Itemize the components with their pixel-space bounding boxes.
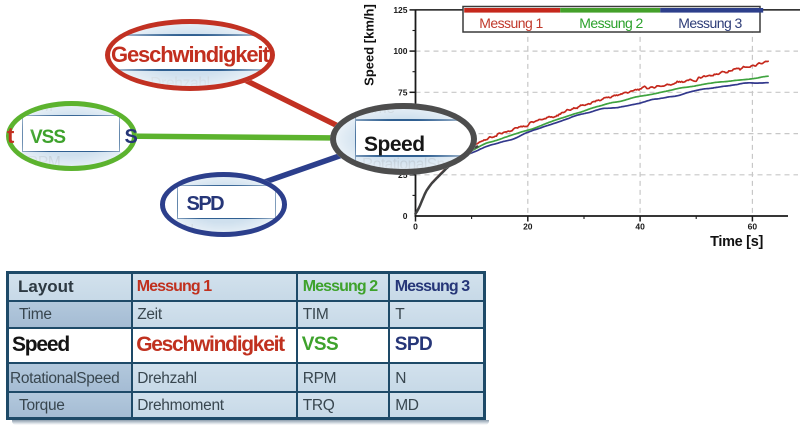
svg-text:40: 40 bbox=[635, 222, 645, 232]
svg-text:0: 0 bbox=[403, 211, 408, 221]
svg-text:Messung 3: Messung 3 bbox=[678, 15, 742, 31]
svg-text:Speed [km/h]: Speed [km/h] bbox=[362, 4, 377, 86]
svg-text:100: 100 bbox=[393, 46, 407, 56]
svg-text:60: 60 bbox=[748, 222, 758, 232]
svg-text:20: 20 bbox=[523, 222, 533, 232]
svg-text:Time [s]: Time [s] bbox=[710, 234, 763, 250]
svg-text:125: 125 bbox=[393, 5, 407, 15]
svg-text:Messung 2: Messung 2 bbox=[579, 15, 643, 31]
svg-text:Messung 1: Messung 1 bbox=[479, 15, 543, 31]
svg-text:75: 75 bbox=[398, 87, 408, 97]
svg-text:0: 0 bbox=[413, 222, 418, 232]
